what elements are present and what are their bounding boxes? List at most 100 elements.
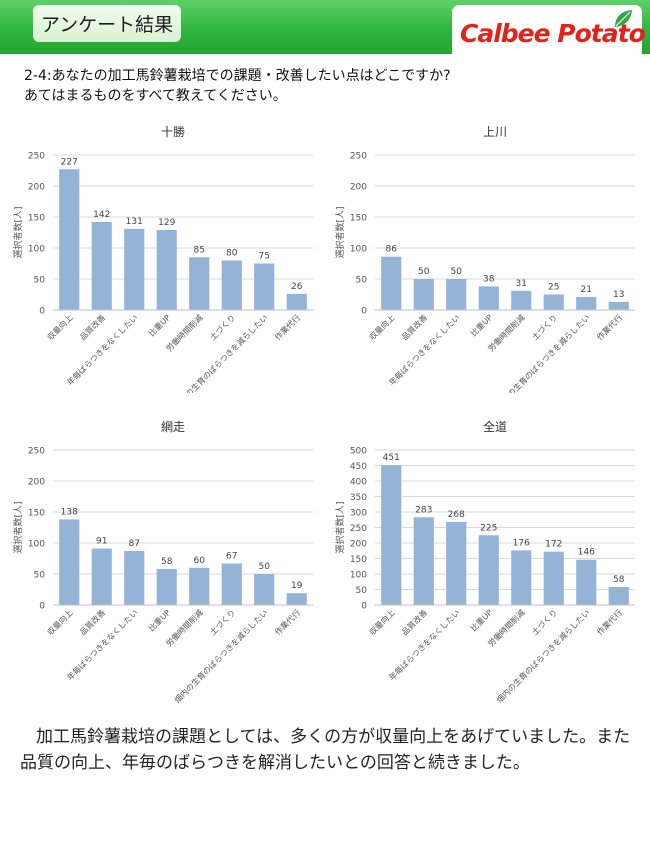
- data-label: 50: [451, 267, 463, 277]
- chart-title: 十勝: [161, 124, 185, 139]
- bar: [91, 221, 112, 310]
- bar: [608, 301, 629, 310]
- x-tick-label: 比重UP: [146, 312, 172, 338]
- data-label: 50: [259, 562, 271, 572]
- chart-title: 全道: [483, 419, 507, 434]
- y-tick-label: 150: [28, 509, 45, 519]
- y-tick-label: 100: [350, 571, 367, 581]
- y-tick-label: 0: [361, 307, 367, 317]
- x-tick-label: 比重UP: [146, 607, 172, 633]
- bar: [511, 290, 532, 310]
- data-label: 225: [480, 523, 497, 533]
- bar: [124, 551, 145, 605]
- data-label: 227: [61, 157, 78, 167]
- data-label: 142: [93, 210, 110, 220]
- data-label: 13: [613, 290, 624, 300]
- y-tick-label: 50: [356, 276, 368, 286]
- bar: [254, 263, 275, 310]
- page-title: アンケート結果: [33, 5, 181, 42]
- data-label: 26: [291, 282, 303, 292]
- bar: [576, 559, 597, 605]
- x-tick-label: 収量向上: [45, 312, 75, 342]
- y-tick-label: 100: [28, 540, 45, 550]
- header-bar: アンケート結果 Calbee Potato: [0, 0, 650, 59]
- y-tick-label: 0: [39, 602, 45, 612]
- x-tick-label: 比重UP: [468, 312, 494, 338]
- x-tick-label: 比重UP: [468, 607, 494, 633]
- x-tick-label: 土づくり: [529, 312, 559, 342]
- y-axis-label: 選択者数[人]: [334, 206, 346, 258]
- bar: [254, 574, 275, 605]
- y-tick-label: 0: [361, 602, 367, 612]
- x-tick-label: 品質改善: [399, 607, 429, 637]
- y-tick-label: 100: [28, 245, 45, 255]
- y-tick-label: 50: [34, 276, 46, 286]
- data-label: 21: [581, 285, 592, 295]
- data-label: 31: [516, 279, 527, 289]
- bar: [543, 551, 564, 605]
- data-label: 283: [415, 505, 432, 515]
- bar: [446, 279, 467, 310]
- bar: [381, 465, 402, 605]
- data-label: 268: [448, 510, 465, 520]
- y-tick-label: 150: [28, 214, 45, 224]
- x-tick-label: 作業代行: [594, 607, 624, 637]
- bar: [576, 296, 597, 310]
- y-axis-label: 選択者数[人]: [12, 501, 24, 553]
- data-label: 19: [291, 581, 303, 591]
- data-label: 131: [126, 217, 143, 227]
- data-label: 451: [383, 453, 400, 463]
- chart-zendo: 全道 0 50 100 150 200 250 300 350 400 450 500 選択者数[人] 4…: [334, 419, 635, 705]
- data-label: 86: [386, 245, 398, 255]
- x-tick-label: 品質改善: [77, 607, 107, 637]
- data-label: 138: [61, 507, 78, 517]
- data-label: 146: [578, 548, 595, 558]
- chart-tokachi: 十勝 0 50 100 150 200 250 選択者数[人] 227 収量向上 142 品質改善 13…: [12, 124, 313, 393]
- bar: [156, 569, 177, 605]
- x-tick-label: 土づくり: [529, 607, 559, 637]
- logo-text: Calbee Potato: [460, 19, 646, 48]
- y-tick-label: 250: [28, 152, 45, 162]
- x-tick-label: 土づくり: [207, 312, 237, 342]
- data-label: 87: [129, 539, 140, 549]
- chart-title: 上川: [483, 125, 507, 139]
- y-tick-label: 500: [350, 447, 367, 457]
- y-tick-label: 250: [28, 447, 45, 457]
- y-axis-label: 選択者数[人]: [334, 501, 346, 553]
- data-label: 129: [158, 218, 175, 228]
- bar: [156, 230, 177, 310]
- bar: [59, 519, 80, 605]
- x-tick-label: 収量向上: [45, 607, 75, 637]
- bar: [543, 294, 564, 310]
- x-tick-label: 作業代行: [272, 607, 302, 637]
- data-label: 85: [194, 245, 205, 255]
- data-label: 80: [226, 248, 238, 258]
- bar: [286, 593, 307, 605]
- question-text: 2-4:あなたの加工馬鈴薯栽培での課題・改善したい点はどこですか? あてはまるも…: [24, 66, 451, 106]
- y-tick-label: 250: [350, 152, 367, 162]
- bar: [478, 286, 499, 310]
- y-tick-label: 50: [34, 571, 46, 581]
- y-tick-label: 350: [350, 493, 367, 503]
- bar: [189, 567, 210, 605]
- y-tick-label: 200: [28, 478, 45, 488]
- y-tick-label: 100: [350, 245, 367, 255]
- chart-title: 網走: [161, 420, 185, 434]
- x-tick-label: 収量向上: [367, 607, 397, 637]
- bar: [221, 563, 242, 605]
- bar: [511, 550, 532, 605]
- y-tick-label: 50: [356, 586, 368, 596]
- data-label: 67: [226, 551, 237, 561]
- x-tick-label: 品質改善: [77, 312, 107, 342]
- bar: [381, 256, 402, 310]
- y-tick-label: 400: [350, 478, 367, 488]
- data-label: 75: [259, 252, 270, 262]
- bar: [413, 517, 434, 605]
- data-label: 176: [513, 538, 530, 548]
- bar: [413, 279, 434, 310]
- bar: [608, 587, 629, 605]
- data-label: 172: [545, 540, 562, 550]
- bar: [91, 548, 112, 605]
- data-label: 58: [613, 575, 625, 585]
